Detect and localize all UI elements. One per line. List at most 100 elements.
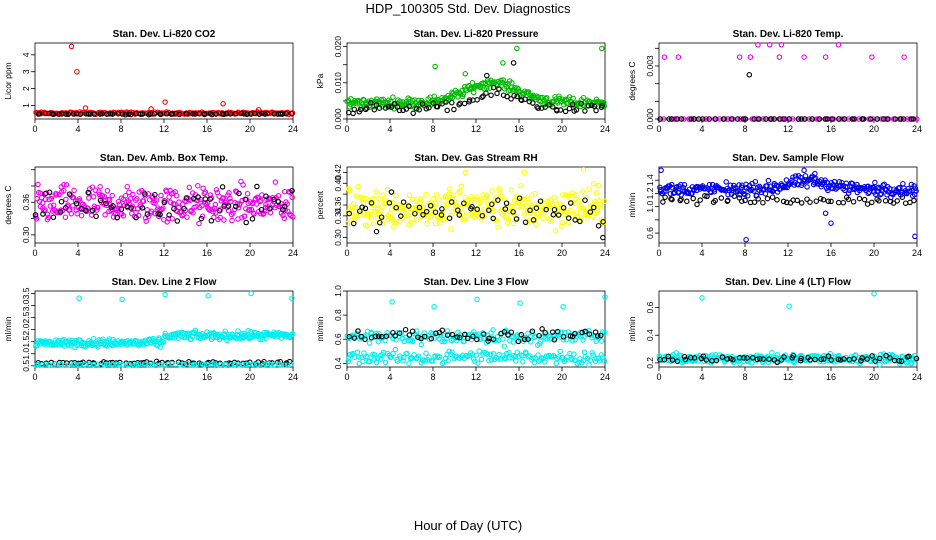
chart-stan-dev-li-820-temp-x-tick-label: 20: [869, 124, 879, 134]
chart-stan-dev-amb-box-temp-data-point: [289, 194, 295, 201]
chart-stan-dev-li-820-co2-data-point: [201, 111, 208, 117]
chart-stan-dev-li-820-pressure-title: Stan. Dev. Li-820 Pressure: [414, 29, 539, 40]
chart-stan-dev-line-3-flow-data-point: [346, 333, 352, 340]
chart-stan-dev-gas-stream-rh: Stan. Dev. Gas Stream RH 0 4 8 12 16 20 24 0.30 0…: [315, 153, 610, 258]
chart-stan-dev-line-3-flow-data-point: [354, 349, 361, 355]
chart-stan-dev-amb-box-temp-data-point: [48, 195, 55, 202]
chart-stan-dev-gas-stream-rh-data-point: [396, 218, 403, 225]
chart-stan-dev-li-820-pressure-data-point: [518, 97, 525, 104]
chart-stan-dev-gas-stream-rh-data-point: [566, 219, 572, 226]
chart-stan-dev-gas-stream-rh-data-point: [498, 193, 504, 200]
chart-stan-dev-gas-stream-rh-data-point: [456, 212, 463, 218]
chart-stan-dev-gas-stream-rh-y-tick-label: 0.40: [333, 175, 343, 192]
chart-stan-dev-gas-stream-rh-data-point: [552, 228, 559, 234]
chart-stan-dev-amb-box-temp-data-point: [68, 210, 75, 217]
chart-stan-dev-li-820-temp-data-point: [795, 116, 802, 122]
chart-stan-dev-gas-stream-rh-data-point: [484, 195, 490, 201]
chart-stan-dev-li-820-pressure-data-point: [487, 85, 493, 91]
chart-stan-dev-gas-stream-rh-data-point: [345, 209, 351, 215]
chart-stan-dev-line-3-flow-data-point: [454, 334, 460, 340]
chart-stan-dev-line-3-flow-data-point: [470, 333, 476, 340]
chart-stan-dev-line-4-lt-flow-data-point: [744, 355, 750, 361]
chart-stan-dev-gas-stream-rh-data-point: [551, 206, 558, 213]
chart-stan-dev-li-820-pressure-data-point: [382, 105, 389, 111]
chart-stan-dev-li-820-pressure-data-point: [496, 86, 502, 92]
chart-stan-dev-line-2-flow-data-point: [180, 362, 187, 369]
chart-stan-dev-li-820-pressure-data-point: [601, 103, 608, 109]
chart-stan-dev-li-820-co2-data-point: [122, 112, 129, 118]
chart-stan-dev-li-820-pressure-data-point: [469, 80, 476, 86]
chart-stan-dev-line-3-flow-data-point: [581, 349, 588, 356]
chart-stan-dev-amb-box-temp-series-all-samples: [32, 178, 296, 227]
chart-stan-dev-line-3-flow-data-point: [560, 334, 567, 340]
chart-stan-dev-li-820-temp-data-point: [740, 116, 747, 122]
chart-stan-dev-amb-box-temp-data-point: [190, 210, 196, 216]
chart-stan-dev-gas-stream-rh-data-point: [379, 220, 386, 227]
chart-stan-dev-line-3-flow-x-tick-label: 12: [471, 372, 481, 382]
chart-stan-dev-li-820-temp-data-point: [703, 116, 710, 122]
chart-stan-dev-sample-flow-data-point: [812, 170, 818, 177]
chart-stan-dev-amb-box-temp-data-point: [200, 185, 206, 192]
chart-stan-dev-line-2-flow-x-tick-label: 12: [159, 372, 169, 382]
chart-stan-dev-sample-flow-data-point: [908, 181, 915, 188]
chart-stan-dev-gas-stream-rh-title: Stan. Dev. Gas Stream RH: [414, 153, 537, 164]
chart-stan-dev-line-2-flow-series-all-samples: [33, 290, 296, 351]
chart-stan-dev-line-2-flow-data-point: [76, 295, 82, 301]
chart-stan-dev-amb-box-temp-data-point: [225, 203, 232, 209]
chart-stan-dev-line-3-flow-data-point: [431, 303, 437, 310]
chart-stan-dev-amb-box-temp-data-point: [71, 187, 77, 194]
chart-stan-dev-li-820-temp-data-point: [841, 116, 848, 122]
chart-stan-dev-gas-stream-rh-data-point: [393, 192, 399, 199]
chart-stan-dev-gas-stream-rh-data-point: [448, 226, 454, 232]
chart-stan-dev-line-3-flow-data-point: [390, 350, 396, 357]
chart-stan-dev-sample-flow-data-point: [741, 188, 747, 195]
chart-stan-dev-gas-stream-rh-data-point: [513, 216, 520, 222]
chart-stan-dev-li-820-temp-x-tick-label: 4: [699, 124, 704, 134]
chart-stan-dev-li-820-co2-data-point: [196, 110, 203, 117]
chart-stan-dev-amb-box-temp-data-point: [275, 199, 282, 205]
chart-stan-dev-amb-box-temp-data-point: [42, 207, 48, 213]
chart-stan-dev-line-3-flow-data-point: [560, 303, 566, 310]
chart-stan-dev-li-820-temp-data-point: [835, 42, 842, 48]
chart-stan-dev-sample-flow-data-point: [820, 196, 827, 203]
chart-stan-dev-gas-stream-rh-data-point: [378, 207, 385, 214]
chart-stan-dev-line-3-flow-data-point: [557, 348, 563, 355]
chart-stan-dev-line-2-flow-y-axis-label: ml/min: [3, 316, 13, 341]
chart-stan-dev-li-820-pressure-data-point: [593, 107, 599, 114]
chart-stan-dev-sample-flow-data-point: [677, 181, 684, 188]
chart-stan-dev-gas-stream-rh-data-point: [394, 218, 400, 225]
chart-stan-dev-line-3-flow-data-point: [563, 336, 570, 343]
chart-stan-dev-line-4-lt-flow-data-point: [883, 352, 889, 359]
chart-stan-dev-gas-stream-rh-data-point: [543, 206, 549, 213]
chart-stan-dev-sample-flow-data-point: [865, 190, 872, 197]
chart-stan-dev-li-820-pressure-data-point: [416, 107, 422, 113]
chart-stan-dev-line-2-flow-data-point: [289, 331, 296, 337]
chart-stan-dev-line-4-lt-flow-series-selected-samples: [657, 352, 920, 366]
chart-stan-dev-li-820-co2-data-point: [227, 111, 234, 117]
chart-stan-dev-gas-stream-rh-data-point: [416, 204, 423, 211]
chart-stan-dev-sample-flow-data-point: [792, 173, 799, 179]
chart-stan-dev-amb-box-temp-data-point: [109, 192, 115, 199]
chart-stan-dev-sample-flow-data-point: [690, 195, 696, 202]
chart-stan-dev-li-820-temp-data-point: [839, 116, 845, 122]
chart-stan-dev-amb-box-temp-data-point: [282, 203, 288, 210]
chart-stan-dev-line-3-flow-data-point: [461, 331, 468, 338]
chart-stan-dev-line-2-flow-data-point: [255, 361, 261, 368]
chart-stan-dev-amb-box-temp-data-point: [158, 192, 164, 199]
chart-stan-dev-line-2-flow-data-point: [248, 290, 254, 297]
chart-stan-dev-gas-stream-rh-data-point: [438, 212, 445, 218]
chart-stan-dev-line-4-lt-flow-data-point: [869, 353, 875, 359]
chart-stan-dev-line-2-flow-data-point: [62, 362, 68, 369]
chart-stan-dev-li-820-pressure-data-point: [390, 94, 396, 100]
chart-stan-dev-li-820-pressure-x-tick-label: 20: [557, 124, 567, 134]
chart-stan-dev-gas-stream-rh-data-point: [373, 228, 380, 235]
chart-stan-dev-line-3-flow-data-point: [423, 350, 429, 357]
chart-stan-dev-line-4-lt-flow-data-point: [886, 351, 893, 358]
chart-stan-dev-gas-stream-rh-data-point: [355, 183, 361, 190]
chart-stan-dev-gas-stream-rh-data-point: [597, 205, 604, 211]
chart-stan-dev-li-820-temp-data-point: [869, 54, 875, 60]
chart-stan-dev-line-2-flow-x-tick-label: 4: [75, 372, 80, 382]
chart-stan-dev-amb-box-temp-data-point: [139, 205, 146, 211]
chart-stan-dev-sample-flow-data-point: [784, 199, 790, 206]
chart-stan-dev-line-3-flow-data-point: [565, 329, 572, 335]
